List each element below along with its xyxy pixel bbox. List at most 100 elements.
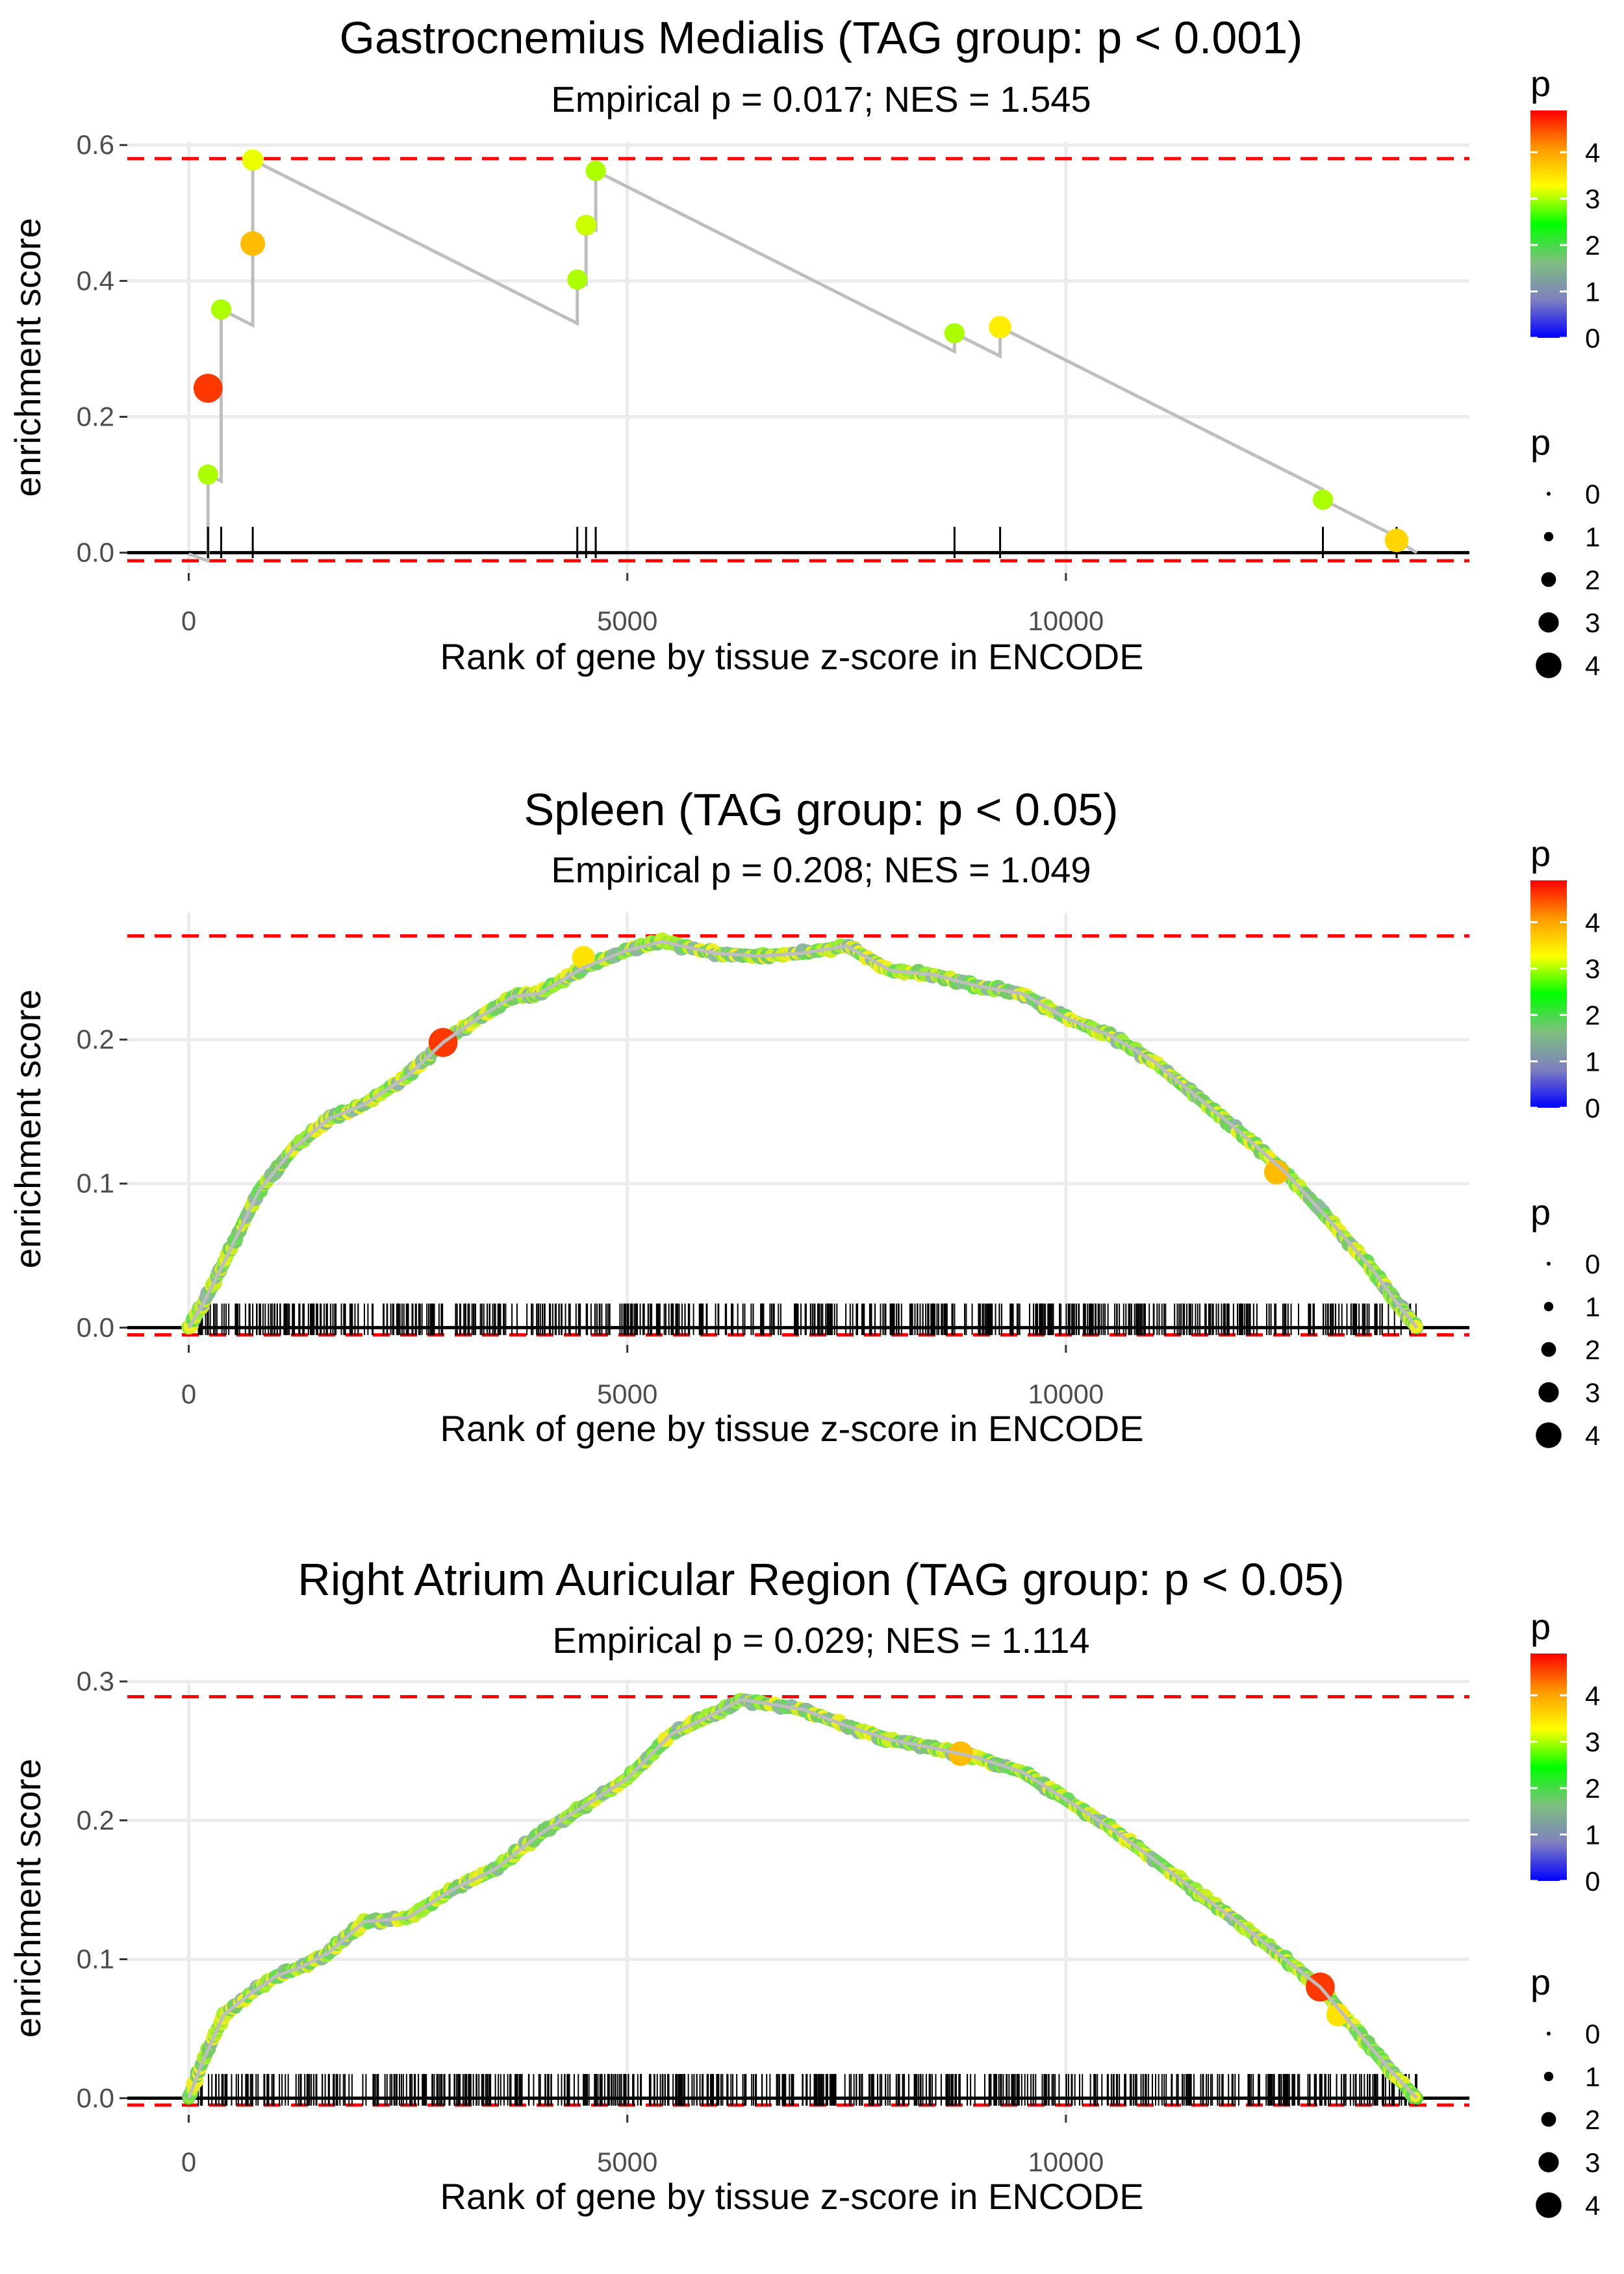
size-legend-dot — [1543, 531, 1554, 542]
y-tick-label: 0.3 — [77, 1666, 114, 1696]
panel-2: Spleen (TAG group: p < 0.05) Empirical p … — [7, 784, 1469, 1449]
es-point — [567, 269, 588, 290]
size-legend-dot — [1547, 492, 1551, 496]
panel-title: Spleen (TAG group: p < 0.05) — [524, 784, 1118, 835]
es-point-highlight — [193, 374, 223, 403]
size-legend-label: 2 — [1585, 1335, 1600, 1365]
size-legend-dot — [1543, 2071, 1554, 2082]
y-tick-label: 0.0 — [77, 1312, 114, 1342]
y-axis-label: enrichment score — [7, 218, 48, 497]
colorbar — [1530, 110, 1567, 338]
gene-rug — [207, 526, 1398, 558]
es-curve-band — [182, 1693, 1423, 2105]
x-tick-label: 10000 — [1028, 1379, 1104, 1409]
es-points — [193, 149, 1409, 552]
size-legend-dot — [1547, 1262, 1551, 1266]
y-tick-label: 0.0 — [77, 2082, 114, 2113]
x-tick-label: 10000 — [1028, 2147, 1104, 2177]
size-legend-label: 1 — [1585, 1292, 1600, 1322]
size-legend-dot — [1547, 2032, 1551, 2036]
size-legend-dot — [1536, 2192, 1562, 2218]
colorbar-label: 1 — [1585, 1820, 1600, 1850]
gene-rug — [197, 1303, 1417, 1335]
x-axis-label: Rank of gene by tissue z-score in ENCODE — [440, 636, 1143, 677]
size-legend-dot — [1541, 572, 1556, 587]
y-tick-label: 0.6 — [77, 129, 114, 160]
colorbar-label: 0 — [1585, 323, 1600, 353]
y-axis-label: enrichment score — [7, 1759, 48, 2038]
panel-subtitle: Empirical p = 0.208; NES = 1.049 — [551, 849, 1091, 890]
colorbar-label: 0 — [1585, 1093, 1600, 1123]
colorbar-label: 0 — [1585, 1866, 1600, 1897]
size-legend-label: 0 — [1585, 1249, 1600, 1279]
es-point — [989, 316, 1011, 339]
size-legend-dot — [1536, 652, 1562, 678]
es-line — [187, 1698, 1418, 2100]
es-point-highlight — [1263, 1160, 1289, 1184]
grid — [127, 1680, 1469, 2115]
size-legend-dot — [1543, 1301, 1554, 1312]
colorbar-label: 2 — [1585, 230, 1600, 261]
es-point — [1384, 528, 1409, 552]
es-point — [242, 149, 264, 171]
x-tick-label: 5000 — [597, 2147, 657, 2177]
y-tick-label: 0.2 — [77, 401, 114, 431]
size-legend-label: 0 — [1585, 479, 1600, 509]
panel-title: Gastrocnemius Medialis (TAG group: p < 0… — [340, 12, 1303, 63]
size-legend-label: 3 — [1585, 2147, 1600, 2178]
es-point — [944, 323, 965, 344]
size-legend-dot — [1536, 1422, 1562, 1448]
panel-3: Right Atrium Auricular Region (TAG group… — [7, 1554, 1469, 2217]
legend-3: p 4 3 2 1 0 p 0 1 2 3 4 — [1530, 1606, 1600, 2221]
gene-rug — [197, 2074, 1417, 2106]
legend-1: p 4 3 2 1 0 p 0 1 2 3 4 — [1530, 63, 1600, 681]
y-tick-label: 0.2 — [77, 1024, 114, 1054]
size-legend-label: 4 — [1585, 2190, 1600, 2221]
colorbar — [1530, 880, 1567, 1108]
y-tick-label: 0.0 — [77, 537, 114, 568]
colorbar-label: 4 — [1585, 907, 1600, 938]
size-legend-label: 3 — [1585, 1377, 1600, 1408]
es-points — [181, 932, 1423, 1335]
panel-subtitle: Empirical p = 0.029; NES = 1.114 — [553, 1620, 1090, 1661]
size-legend-title: p — [1530, 1961, 1551, 2002]
x-axis-label: Rank of gene by tissue z-score in ENCODE — [440, 2176, 1143, 2217]
size-legend-label: 1 — [1585, 2062, 1600, 2092]
size-legend-label: 4 — [1585, 1420, 1600, 1451]
y-tick-label: 0.2 — [77, 1805, 114, 1835]
es-point — [197, 464, 218, 485]
panel-title: Right Atrium Auricular Region (TAG group… — [298, 1554, 1344, 1605]
size-legend-dot — [1538, 612, 1559, 633]
colorbar-label: 4 — [1585, 1680, 1600, 1711]
x-axis-label: Rank of gene by tissue z-score in ENCODE — [440, 1408, 1143, 1449]
size-legend-label: 0 — [1585, 2019, 1600, 2049]
colorbar-label: 3 — [1585, 1727, 1600, 1757]
es-point-highlight — [572, 946, 595, 969]
size-legend-label: 3 — [1585, 607, 1600, 638]
colorbar-label: 1 — [1585, 1047, 1600, 1077]
es-point — [585, 160, 606, 181]
size-legend-dot — [1541, 1342, 1556, 1357]
x-tick-label: 10000 — [1028, 606, 1104, 636]
panel-1: Gastrocnemius Medialis (TAG group: p < 0… — [7, 12, 1469, 677]
color-legend-title: p — [1530, 833, 1551, 874]
size-legend-dot — [1541, 2112, 1556, 2127]
es-point-highlight — [240, 231, 266, 256]
size-legend-dot — [1538, 1382, 1559, 1403]
color-legend-title: p — [1530, 1606, 1551, 1647]
es-line — [187, 939, 1418, 1329]
size-legend-title: p — [1530, 1192, 1551, 1233]
x-tick-label: 5000 — [597, 606, 657, 636]
size-legend-label: 2 — [1585, 565, 1600, 595]
size-legend-label: 4 — [1585, 650, 1600, 681]
y-axis-label: enrichment score — [7, 990, 48, 1269]
colorbar-label: 4 — [1585, 137, 1600, 168]
legend-2: p 4 3 2 1 0 p 0 1 2 3 4 — [1530, 833, 1600, 1451]
es-points — [181, 1693, 1421, 2104]
es-line — [188, 157, 1418, 563]
panel-subtitle: Empirical p = 0.017; NES = 1.545 — [551, 79, 1091, 120]
colorbar-label: 2 — [1585, 1773, 1600, 1804]
x-tick-label: 0 — [181, 1379, 196, 1409]
colorbar-label: 1 — [1585, 277, 1600, 307]
x-tick-label: 5000 — [597, 1379, 657, 1409]
